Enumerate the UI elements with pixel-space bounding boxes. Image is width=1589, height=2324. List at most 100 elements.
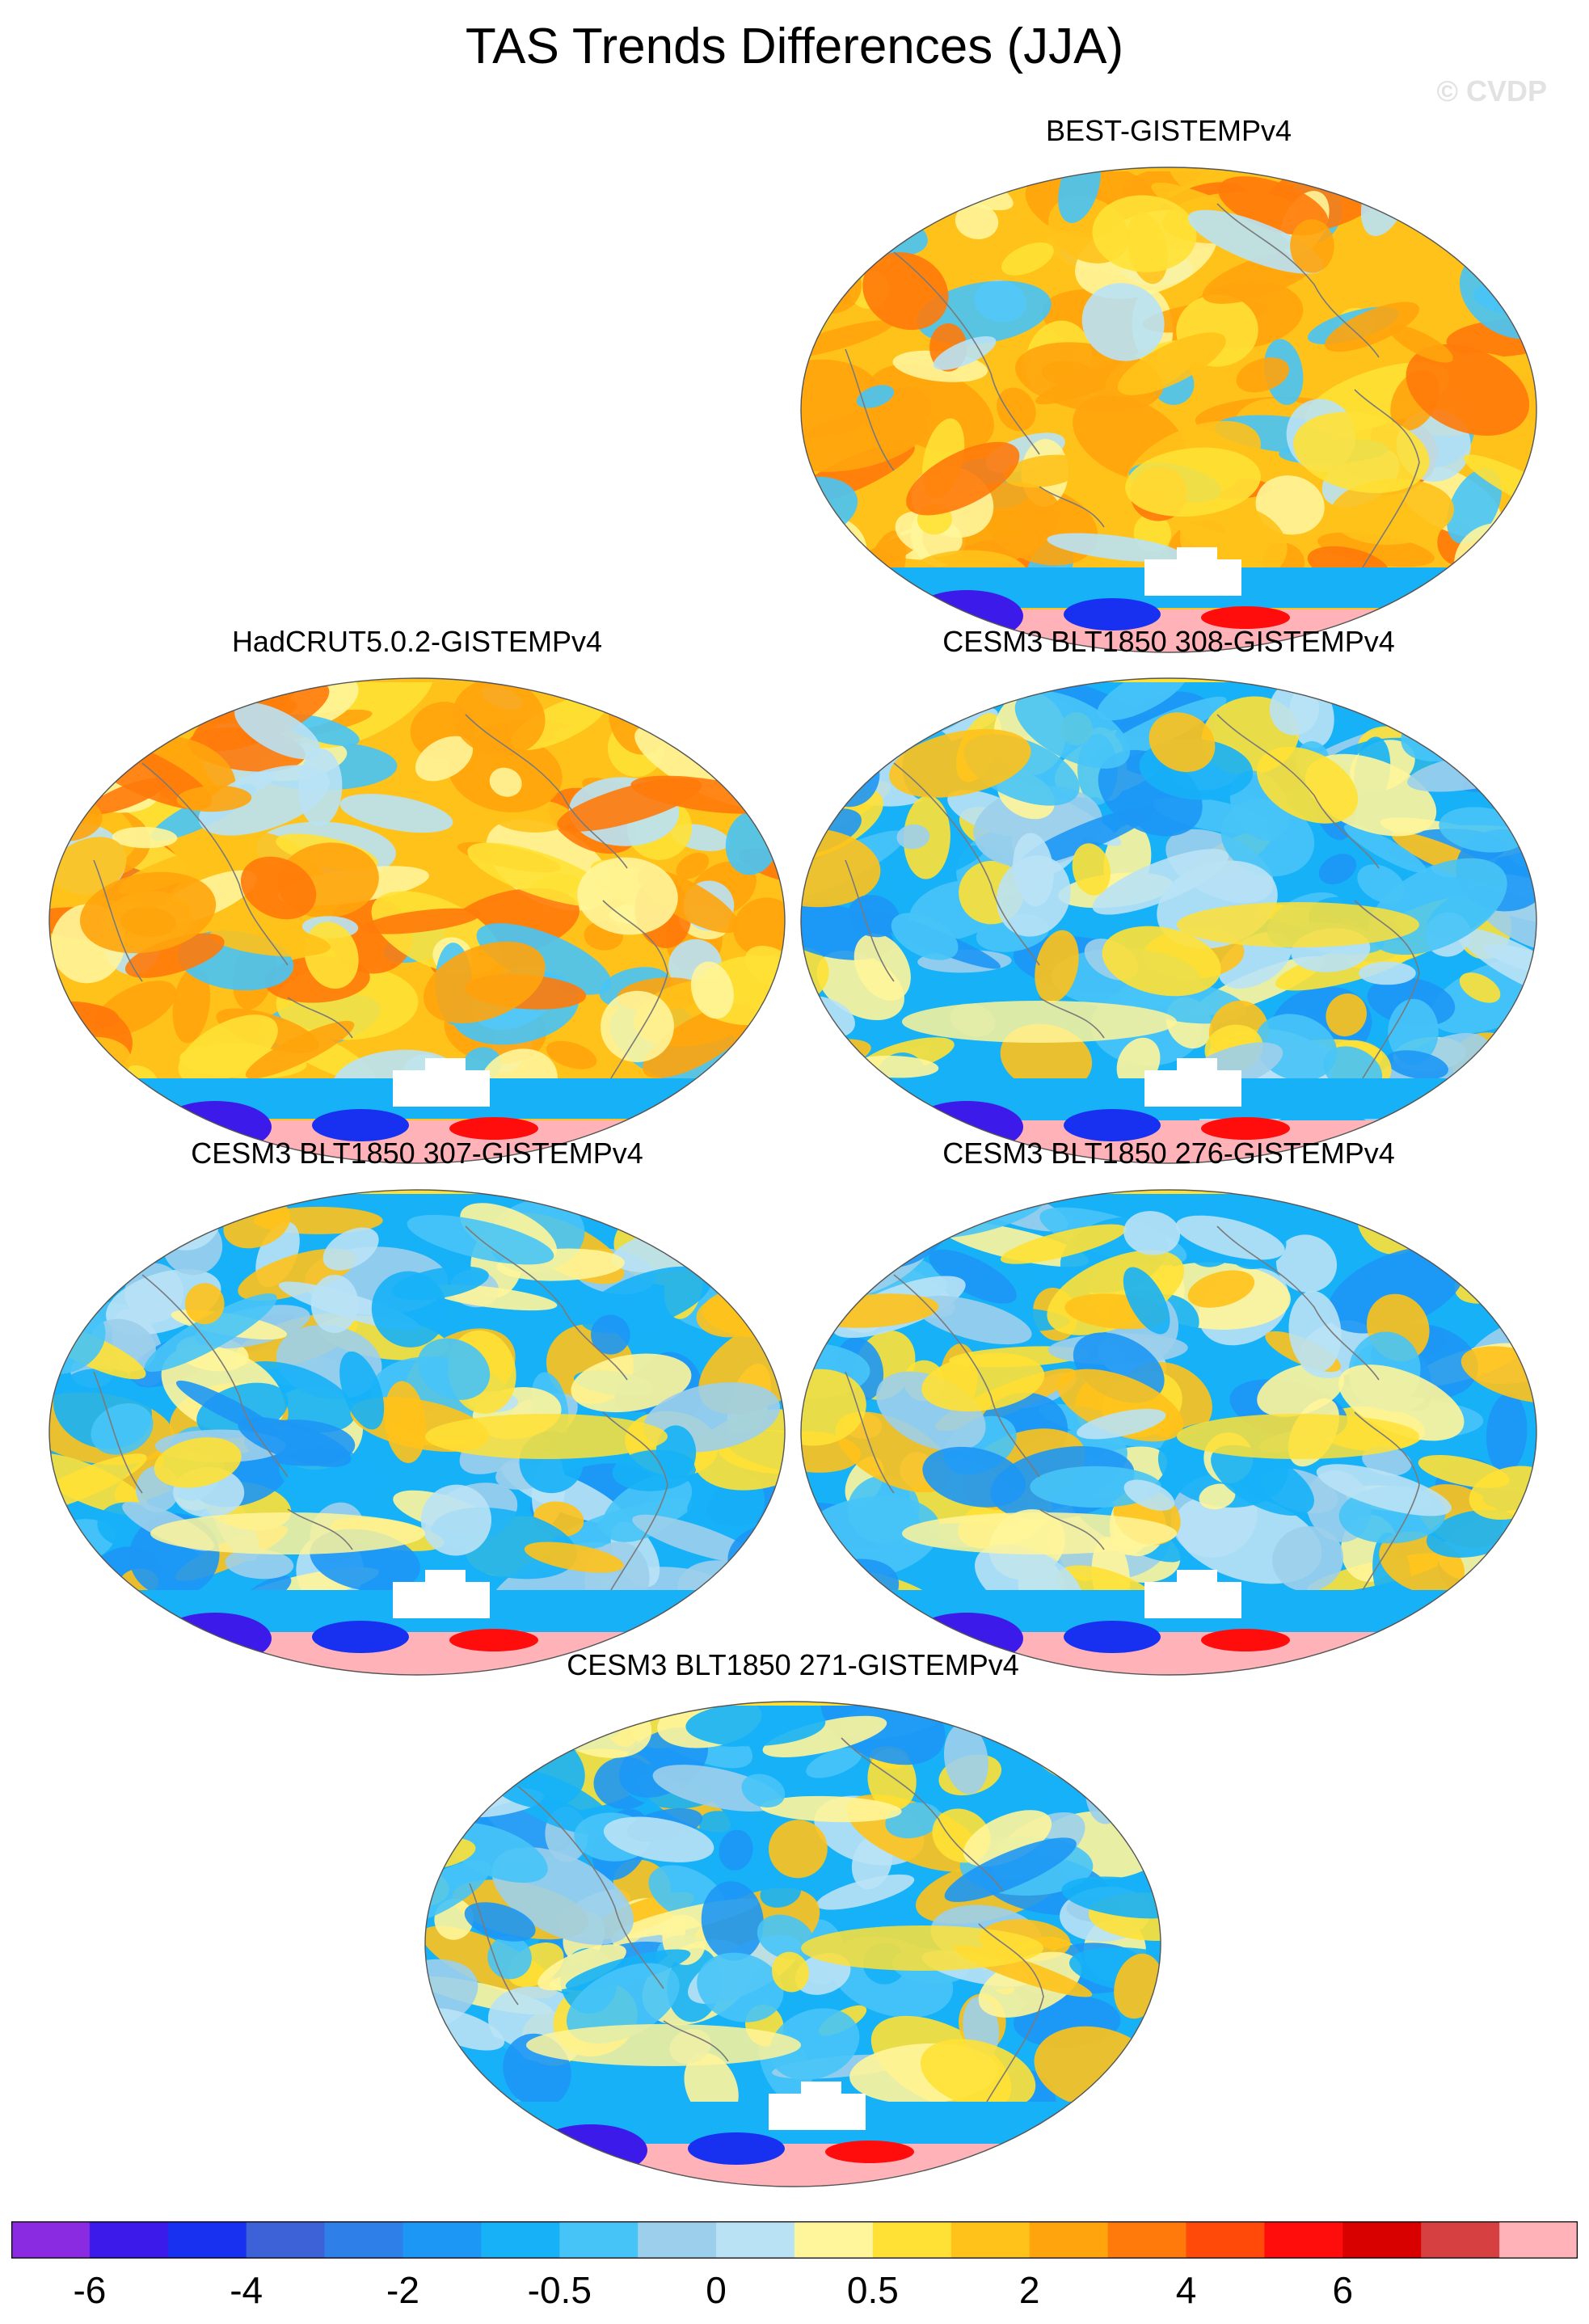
coastline [1216,714,1380,869]
trend-field-patch [361,908,482,934]
trend-field-patch [1317,532,1435,567]
colorbar-tick-label: 2 [1018,2269,1040,2311]
trend-field-patch [1457,178,1536,232]
trend-field-patch [806,1748,862,1778]
panel-title: CESM3 BLT1850 308-GISTEMPv4 [942,625,1395,658]
missing-data-area [684,1095,781,1119]
trend-field-patch [1326,993,1367,1037]
colorbar-swatch [89,2221,169,2259]
global-map [800,1189,1537,1676]
arctic-strip [49,1190,785,1194]
trend-field-patch [944,1837,1077,1902]
map-frame [48,1189,786,1676]
map-frame [800,1189,1537,1676]
trend-field-patch [896,824,930,850]
trend-field-patch [1406,344,1530,437]
trend-field-patch [760,1795,902,1823]
coastline [841,1737,1004,1892]
cold-anomaly-patch [1064,1621,1161,1653]
panel-hadcrut: HadCRUT5.0.2-GISTEMPv4 [45,624,789,1182]
trend-field-patch [566,1963,680,2044]
trend-field-patch [417,1338,491,1400]
map-frame [424,1701,1161,2187]
missing-data-area [1060,2118,1157,2142]
panel-best: BEST-GISTEMPv4 [797,113,1541,671]
missing-data-area [1144,1582,1241,1618]
colorbar-tick-label: -6 [73,2269,107,2311]
coastline [893,1274,1040,1478]
warm-anomaly-patch [1201,1117,1290,1140]
trend-field-patch [322,1227,379,1271]
trend-field-patch [769,1820,828,1879]
coastline [469,1883,519,2006]
trend-field-patch [384,1381,427,1463]
antarctica-field [425,2144,1161,2187]
trend-field-patch [425,1859,491,1925]
trend-field-patch [667,1194,720,1244]
colorbar-swatch [403,2221,482,2259]
trend-field-patch [760,1878,801,1908]
trend-field-patch [801,1431,862,1473]
missing-data-area [769,2094,866,2130]
trend-field-patch [801,1271,863,1296]
extreme-anomaly-patch [1363,1643,1411,1667]
trend-field-patch [963,1810,1052,1867]
trend-field-patch [1102,926,1221,997]
trend-field-patch [571,1353,692,1413]
warm-anomaly-patch [825,2141,914,2163]
colorbar-tick-label: 0.5 [846,2269,899,2311]
trend-field-patch [1486,1393,1528,1474]
trend-field-patch [425,1414,668,1459]
colorbar-frame [11,2221,1578,2259]
trend-field-patch [1092,849,1229,915]
trend-field-patch [112,826,178,849]
trend-field-patch [1389,325,1453,363]
colorbar-swatch [794,2221,874,2259]
extreme-anomaly-patch [987,2154,1035,2178]
colorbar-tick-label: 6 [1332,2269,1354,2311]
trend-field-patch [1338,1364,1465,1441]
colorbar-swatch [167,2221,247,2259]
coastline [602,900,668,1079]
map-frame [800,167,1537,653]
trend-field-patch [524,1542,624,1573]
trend-field-patch [537,1944,626,1991]
trend-field-patch [176,785,252,812]
trend-field-patch [801,359,883,438]
trend-field-patch [802,728,839,761]
trend-field-patch [245,1020,355,1079]
trend-field-patch [1236,357,1290,393]
colorbar-swatch [1342,2221,1422,2259]
trend-field-patch [339,1351,385,1430]
trend-field-patch [943,1723,988,1795]
trend-field-patch [443,1823,548,1883]
colorbar-swatch [1029,2221,1109,2259]
trend-field-patch [854,933,911,1002]
arctic-strip [801,167,1536,171]
trend-field-patch [591,1314,630,1355]
trend-field-patch [922,1446,1026,1508]
colorbar-swatch [1499,2221,1578,2259]
trend-field-patch [801,1272,856,1306]
trend-field-patch [743,1254,785,1309]
trend-field-patch [735,678,785,711]
trend-field-patch [1325,302,1420,352]
trend-field-patch [891,913,959,960]
trend-field-patch [91,1402,154,1455]
trend-field-patch [476,923,612,995]
colorbar-swatch [872,2221,952,2259]
trend-field-patch [178,1014,278,1085]
global-map [48,1189,786,1676]
trend-field-patch [906,441,1020,516]
map-frame [800,677,1537,1164]
trend-field-patch [1140,1702,1161,1740]
trend-field-patch [816,1874,915,1910]
trend-field-patch [1290,219,1334,273]
trend-field-patch [1459,972,1501,1003]
colorbar-tick-label: -2 [386,2269,419,2311]
trend-field-patch [1275,1234,1338,1293]
arctic-strip [49,678,785,682]
trend-field-patch [856,385,895,408]
trend-field-patch [733,897,785,956]
coastline [845,348,895,471]
